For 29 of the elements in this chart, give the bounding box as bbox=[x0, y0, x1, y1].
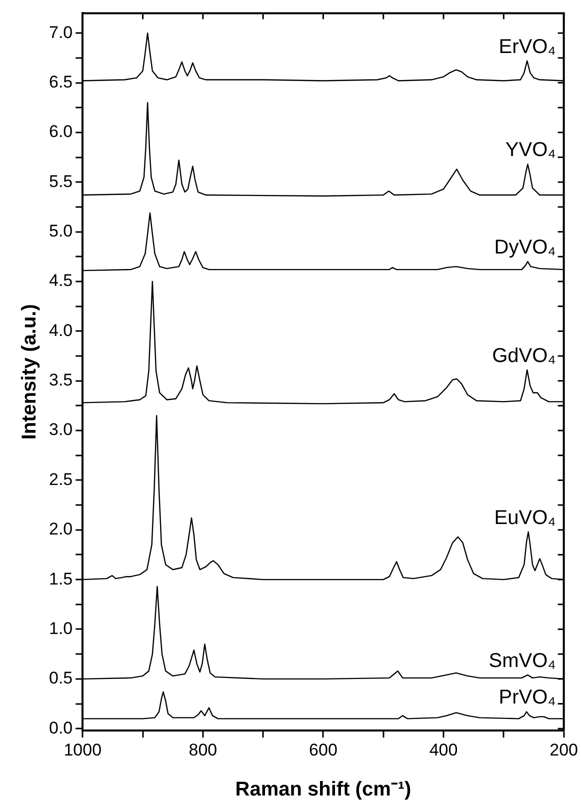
legend-label: SmVO₄ bbox=[488, 650, 556, 672]
legend-label: YVO₄ bbox=[505, 139, 556, 162]
y-tick-label: 6.5 bbox=[48, 72, 73, 92]
y-tick-label: 3.0 bbox=[48, 420, 73, 440]
legend-label: GdVO₄ bbox=[492, 344, 556, 367]
y-tick-label: 2.0 bbox=[48, 520, 73, 539]
x-tick-label: 600 bbox=[309, 740, 338, 760]
y-tick-label: 0.5 bbox=[48, 668, 73, 688]
x-tick-label: 200 bbox=[550, 740, 578, 760]
y-tick-label: 1.5 bbox=[48, 569, 73, 588]
x-tick-label: 400 bbox=[429, 740, 458, 760]
y-tick-label: 7.0 bbox=[48, 22, 73, 42]
x-tick-label: 800 bbox=[188, 740, 218, 760]
legend-label: ErVO₄ bbox=[498, 36, 556, 58]
x-tick-label: 1000 bbox=[64, 740, 102, 760]
y-tick-label: 4.0 bbox=[48, 320, 73, 340]
legend-label: EuVO₄ bbox=[494, 506, 556, 529]
y-tick-label: 6.0 bbox=[48, 122, 73, 142]
y-tick-label: 5.5 bbox=[48, 172, 73, 191]
y-tick-label: 5.0 bbox=[48, 221, 73, 240]
x-axis-title: Raman shift (cm⁻¹) bbox=[235, 778, 412, 801]
y-tick-label: 4.5 bbox=[48, 271, 73, 290]
y-tick-label: 1.0 bbox=[48, 618, 73, 638]
legend-label: PrVO₄ bbox=[498, 686, 556, 709]
y-axis-title: Intensity (a.u.) bbox=[18, 304, 41, 440]
y-tick-label: 2.5 bbox=[48, 470, 73, 489]
legend-label: DyVO₄ bbox=[494, 236, 556, 259]
y-tick-label: 0.0 bbox=[48, 718, 73, 738]
y-tick-label: 3.5 bbox=[48, 370, 73, 390]
